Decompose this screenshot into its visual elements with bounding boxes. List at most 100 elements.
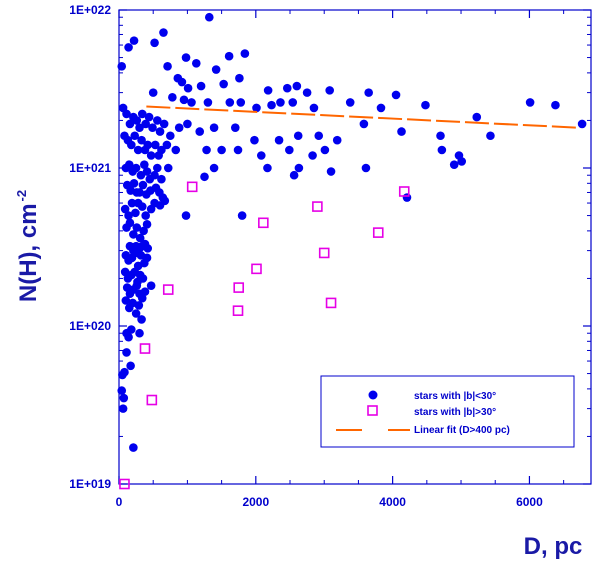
low-b-point (391, 90, 401, 100)
low-b-point (449, 160, 459, 169)
low-b-point (263, 163, 272, 173)
high-b-point (258, 217, 269, 229)
low-b-point (551, 100, 560, 110)
low-b-point (117, 386, 127, 395)
low-b-point (124, 43, 133, 52)
low-b-point (141, 119, 150, 129)
low-b-point (525, 98, 535, 107)
low-b-point (217, 145, 226, 155)
low-b-point (140, 287, 150, 296)
y-tick-label: 1E+022 (69, 3, 111, 17)
low-b-point (294, 163, 304, 173)
low-b-point (160, 196, 170, 206)
linear-fit-line (146, 105, 578, 129)
low-b-point (308, 151, 317, 160)
low-b-point (204, 12, 214, 22)
low-b-point (129, 443, 138, 452)
low-b-point (162, 140, 172, 150)
low-b-point (314, 131, 324, 141)
low-b-point (577, 119, 587, 129)
low-b-point (177, 77, 187, 87)
low-b-point (120, 367, 129, 377)
low-b-point (132, 223, 142, 232)
low-b-point (122, 109, 131, 119)
low-b-point (288, 98, 298, 107)
low-b-point (141, 211, 150, 220)
low-b-point (293, 131, 303, 141)
low-b-point (486, 131, 495, 141)
low-b-point (309, 103, 319, 113)
legend: stars with |b|<30° stars with |b|>30° Li… (320, 375, 575, 448)
low-b-point (376, 103, 386, 113)
low-b-point (179, 95, 189, 105)
low-b-point (252, 103, 261, 113)
low-b-point (150, 140, 160, 150)
low-b-point (134, 301, 144, 310)
high-b-point (318, 247, 330, 259)
y-axis-label-exponent: -2 (14, 190, 29, 202)
low-b-point (163, 62, 172, 71)
low-b-point (118, 404, 128, 413)
low-b-point (137, 135, 146, 145)
low-b-point (285, 145, 294, 155)
low-b-point (209, 123, 219, 132)
low-b-point (240, 49, 250, 58)
high-b-point (233, 282, 245, 293)
low-b-point (133, 145, 143, 155)
low-b-point (159, 28, 168, 37)
low-b-point (325, 86, 334, 95)
y-tick-label: 1E+021 (69, 161, 111, 175)
low-b-point (230, 123, 240, 132)
low-b-point (142, 167, 152, 176)
low-b-point (127, 198, 137, 208)
low-b-point (359, 119, 369, 129)
low-b-point (132, 116, 142, 125)
low-b-point (237, 211, 247, 220)
low-b-point (320, 145, 330, 155)
low-b-point (127, 325, 136, 334)
low-b-point (181, 53, 191, 62)
low-b-point (139, 226, 148, 236)
low-b-point (276, 98, 285, 107)
low-b-point (211, 65, 221, 74)
high-b-point (186, 181, 198, 193)
low-b-point (202, 145, 211, 155)
low-b-point (138, 180, 148, 190)
low-b-point (174, 123, 184, 132)
y-tick-label: 1E+019 (69, 477, 111, 491)
legend-marker-low-b (368, 390, 378, 400)
low-b-point (137, 315, 146, 324)
low-b-point (142, 253, 152, 263)
low-b-point (437, 145, 447, 155)
low-b-point (326, 167, 336, 176)
low-b-point (132, 281, 142, 290)
low-b-point (256, 151, 266, 160)
x-axis-label: D, pc (524, 533, 583, 560)
low-b-point (129, 36, 139, 45)
low-b-point (126, 361, 135, 371)
low-b-point (146, 281, 156, 290)
low-b-point (159, 119, 169, 129)
high-b-point (139, 343, 151, 354)
low-b-point (150, 170, 159, 180)
low-b-point (121, 296, 131, 305)
legend-label-high-b: stars with |b|>30° (414, 407, 496, 418)
low-b-point (263, 86, 273, 95)
low-b-point (146, 151, 156, 160)
low-b-point (402, 193, 412, 202)
legend-label-low-b: stars with |b|<30° (414, 391, 496, 402)
low-b-point (122, 348, 131, 357)
low-b-point (168, 93, 177, 102)
low-b-point (130, 131, 140, 141)
high-b-point (119, 478, 130, 490)
low-b-point (131, 208, 140, 218)
low-b-point (191, 58, 201, 68)
high-b-point (162, 284, 174, 295)
x-tick-label: 6000 (516, 495, 543, 509)
low-b-point (219, 79, 228, 89)
low-b-point (137, 293, 147, 303)
low-b-point (397, 127, 406, 136)
high-b-point (325, 297, 337, 309)
legend-label-fit: Linear fit (D>400 pc) (414, 425, 510, 436)
